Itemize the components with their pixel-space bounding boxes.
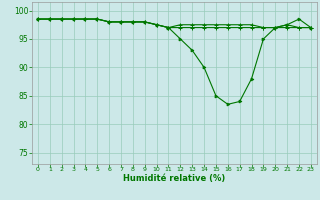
X-axis label: Humidité relative (%): Humidité relative (%): [123, 174, 226, 183]
